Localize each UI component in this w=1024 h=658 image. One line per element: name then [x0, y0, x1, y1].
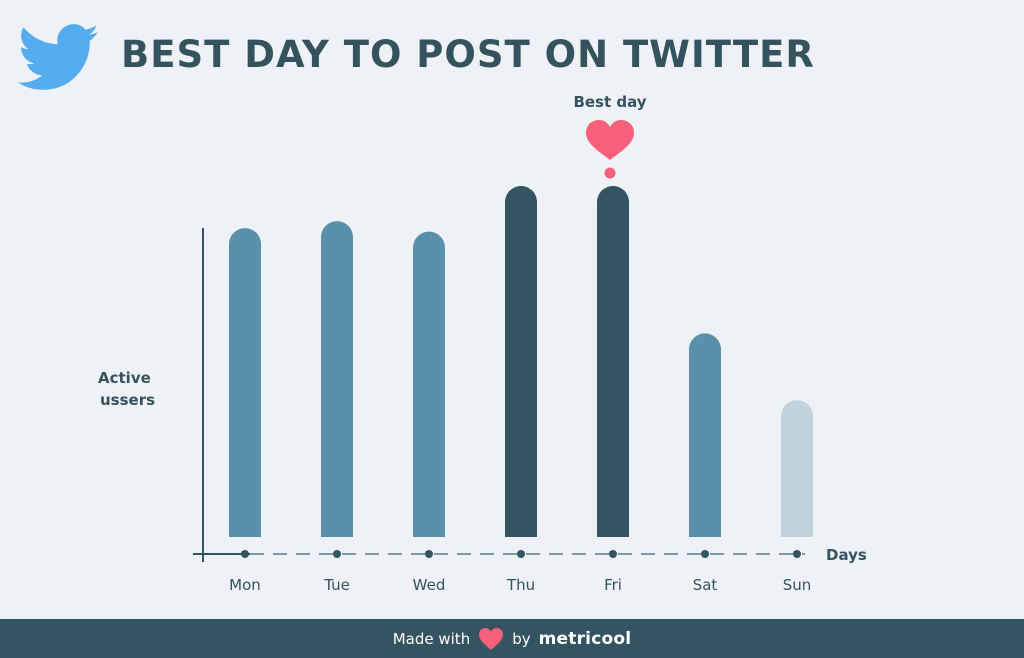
- chart: Mon Tue Wed Thu Fri Sat Sun Days Active ussers…: [98, 93, 867, 594]
- brand-logo[interactable]: metricool: [538, 628, 632, 649]
- footer-by: by: [512, 629, 531, 648]
- x-tick-dot: [333, 550, 341, 558]
- bar-mon: [229, 228, 261, 537]
- x-tick-dot: [609, 550, 617, 558]
- x-axis-title: Days: [826, 546, 867, 564]
- page-title: BEST DAY TO POST ON TWITTER: [121, 33, 815, 76]
- y-axis-title-line: ussers: [100, 391, 155, 409]
- bar-tue: [321, 221, 353, 537]
- heart-dot: [604, 167, 616, 179]
- bar-thu: [505, 186, 537, 537]
- best-day-annotation: Best day: [573, 93, 647, 179]
- y-axis-title-line: Active: [98, 369, 151, 387]
- x-tick-dot: [793, 550, 801, 558]
- x-tick-label: Tue: [323, 576, 350, 594]
- x-tick-label: Sun: [783, 576, 812, 594]
- dots-layer: [241, 550, 801, 558]
- x-tick-label: Wed: [413, 576, 446, 594]
- heart-icon: [479, 627, 504, 650]
- y-axis-title: Active ussers: [98, 369, 156, 409]
- x-tick-label: Fri: [604, 576, 622, 594]
- axis-layer: [193, 228, 805, 562]
- bar-sun: [781, 400, 813, 537]
- x-tick-dot: [701, 550, 709, 558]
- header: BEST DAY TO POST ON TWITTER: [0, 0, 1024, 110]
- x-tick-dot: [241, 550, 249, 558]
- best-day-label: Best day: [573, 93, 646, 111]
- x-tick-dot: [425, 550, 433, 558]
- x-tick-label: Thu: [506, 576, 535, 594]
- labels-layer: Mon Tue Wed Thu Fri Sat Sun: [229, 576, 811, 594]
- x-tick-dot: [517, 550, 525, 558]
- twitter-bird-icon: [18, 24, 99, 90]
- footer-made-with: Made with: [392, 629, 471, 648]
- x-tick-label: Sat: [693, 576, 718, 594]
- bar-sat: [689, 333, 721, 537]
- x-tick-label: Mon: [229, 576, 261, 594]
- bar-wed: [413, 231, 445, 537]
- bars-layer: [229, 186, 813, 537]
- footer: Made with by metricool: [0, 619, 1024, 658]
- bar-fri: [597, 186, 629, 537]
- heart-icon: [586, 120, 634, 160]
